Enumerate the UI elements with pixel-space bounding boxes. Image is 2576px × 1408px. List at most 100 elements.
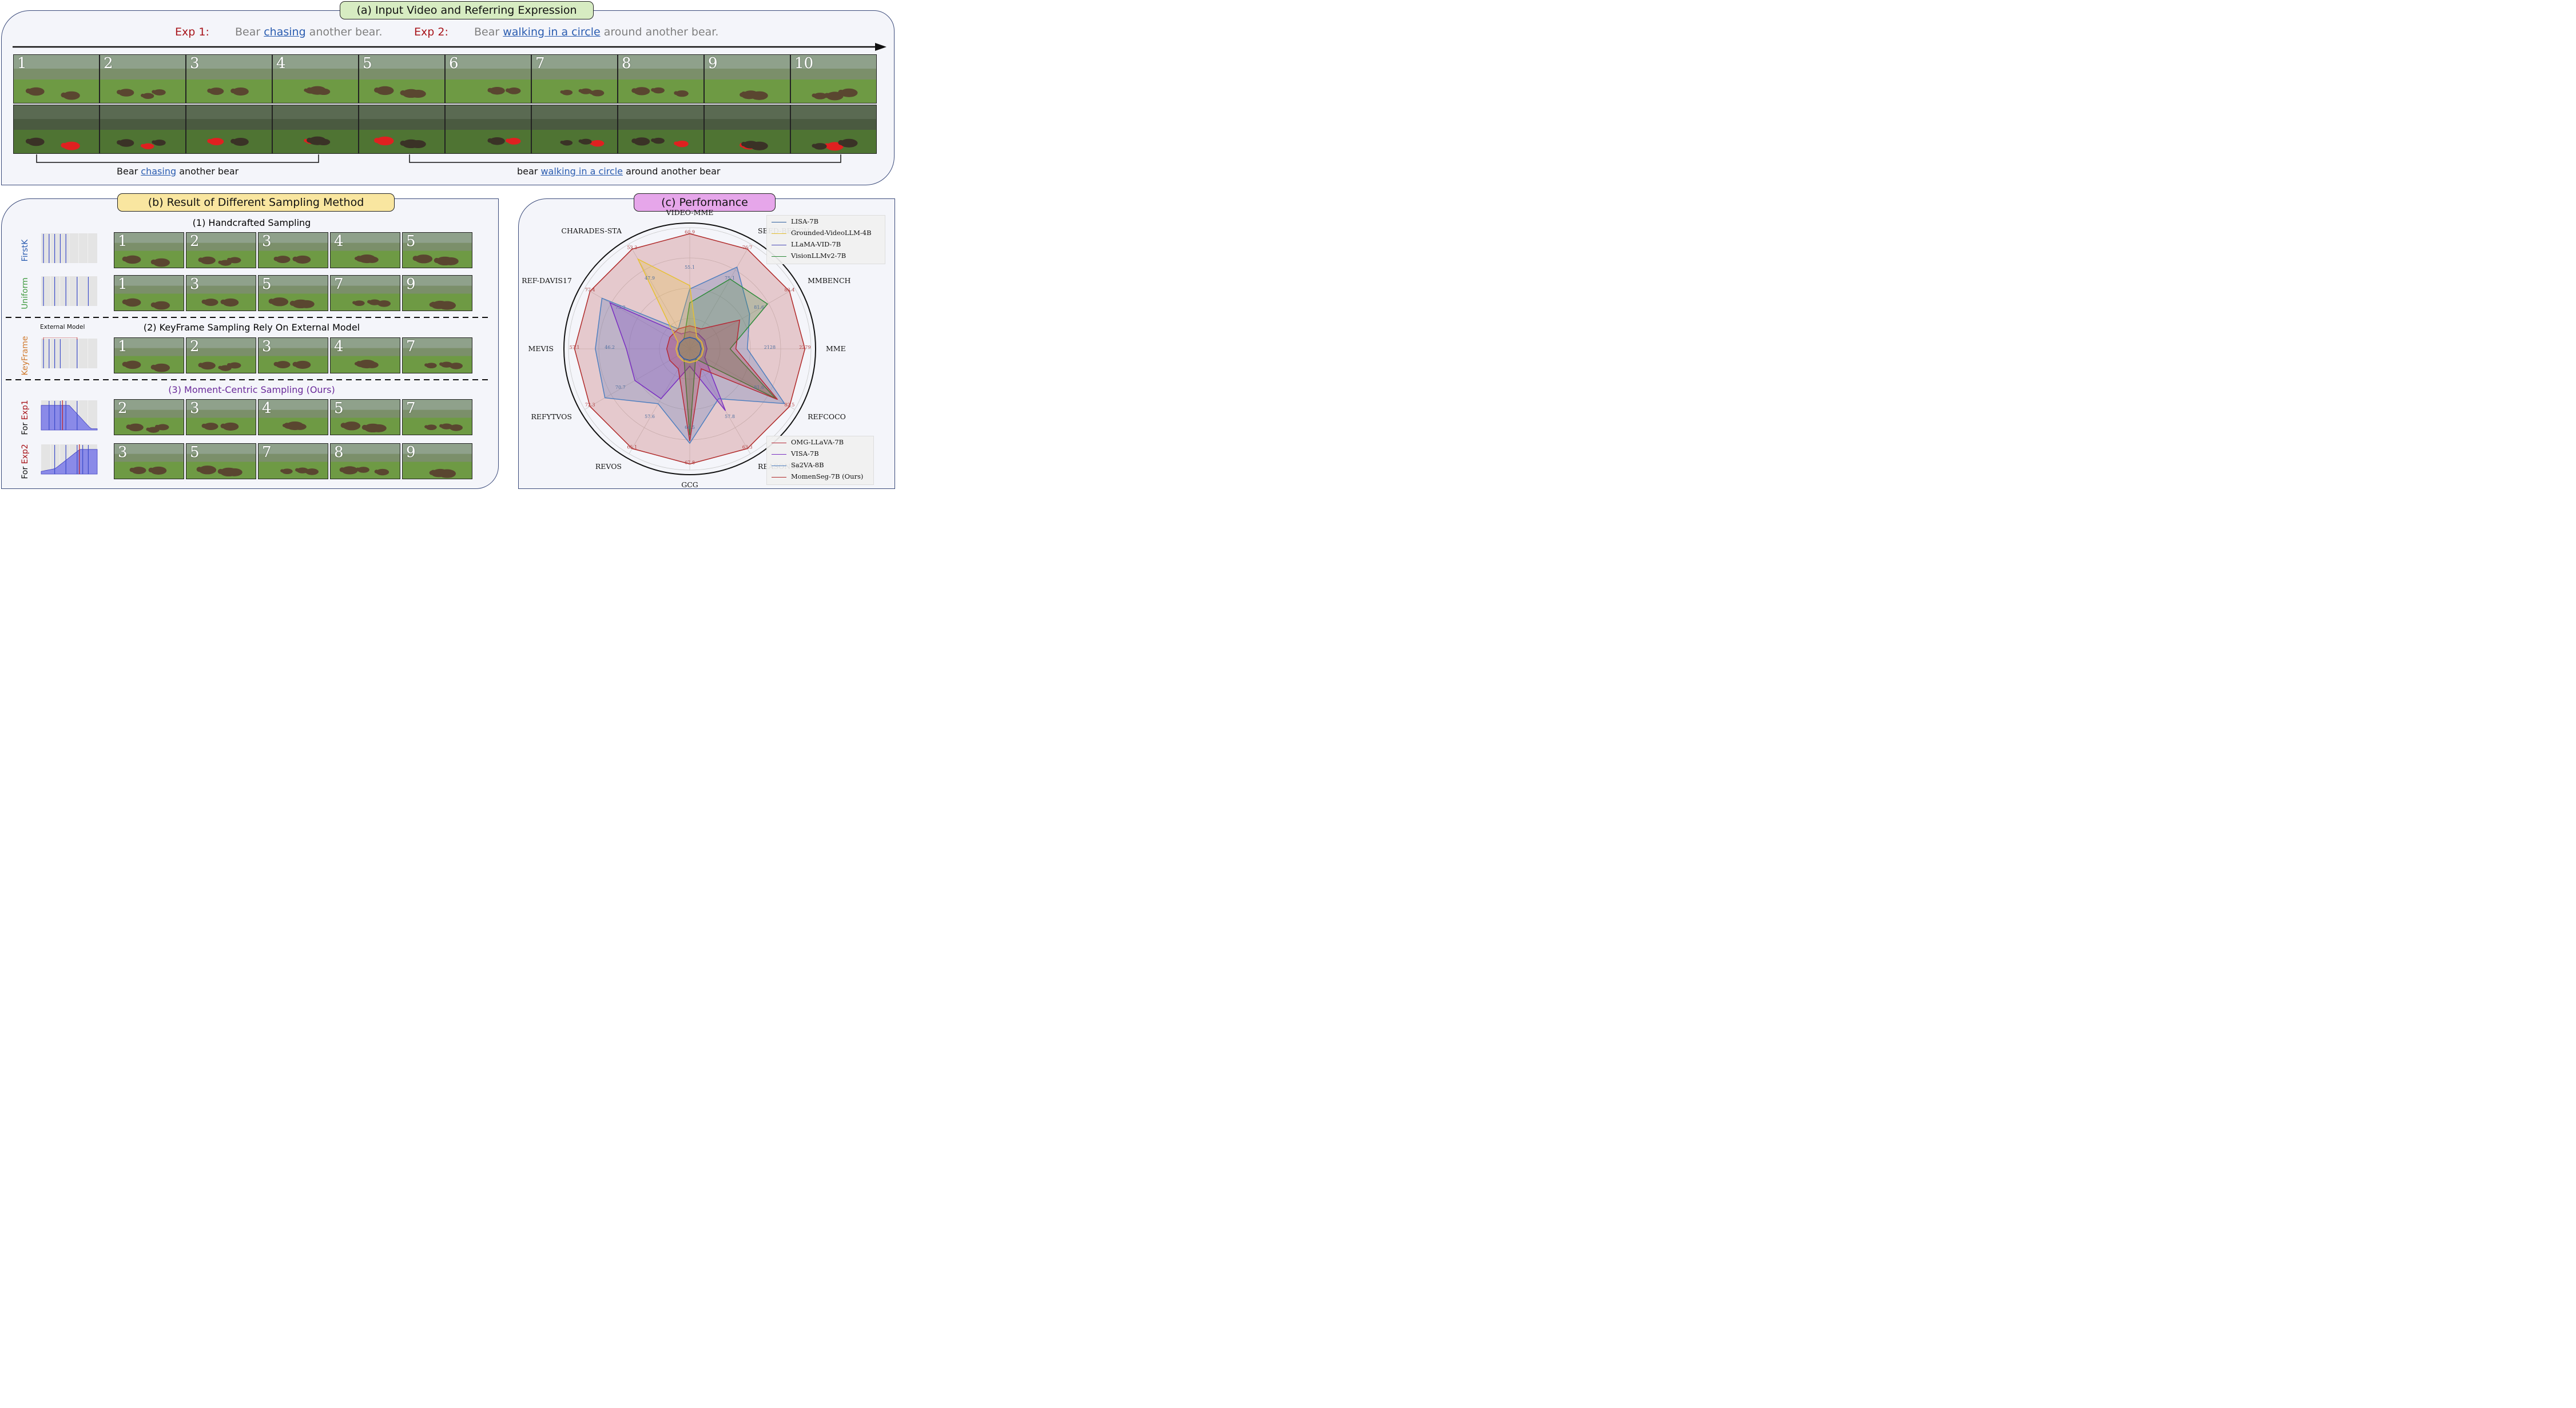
frame-number: 4 bbox=[334, 233, 344, 250]
frame-number: 5 bbox=[406, 233, 416, 250]
axis-label: VIDEO-MME bbox=[666, 208, 714, 217]
sampled-frame: 9 bbox=[402, 443, 472, 479]
row-label: KeyFrame bbox=[21, 336, 30, 376]
sampled-frame: 4 bbox=[330, 232, 400, 268]
radar-series bbox=[678, 337, 702, 361]
tick-label: 60.9 bbox=[685, 230, 695, 235]
section-dividers bbox=[6, 317, 492, 380]
frame-number: 3 bbox=[262, 338, 272, 355]
sampled-frame: 3 bbox=[186, 275, 256, 311]
video-frame: 2 bbox=[100, 54, 186, 104]
sec3-title: (3) Moment-Centric Sampling (Ours) bbox=[168, 384, 335, 395]
tick-label: 53.3 bbox=[627, 245, 637, 250]
legend-bottom: OMG-LLaVA-7B VISA-7B Sa2VA-8B MomenSeg-7… bbox=[766, 436, 874, 485]
legend-item: MomenSeg-7B (Ours) bbox=[772, 472, 863, 480]
mask-frame bbox=[618, 105, 704, 154]
sampled-frame: 2 bbox=[186, 232, 256, 268]
frame-number: 3 bbox=[262, 233, 272, 250]
tick-label: 57.1 bbox=[570, 345, 580, 350]
legend-item: LLaMA-VID-7B bbox=[772, 240, 841, 248]
radar-series bbox=[595, 266, 786, 444]
panel-b-title: (b) Result of Different Sampling Method bbox=[117, 193, 395, 212]
sampling-plot bbox=[41, 444, 98, 475]
frame-number: 5 bbox=[190, 444, 200, 461]
tick-label: 76.7 bbox=[742, 245, 753, 250]
axis-label: REF-DAVIS17 bbox=[522, 276, 572, 285]
radar-chart: 60.9 76.7 83.4 2279 82.5 63.3 67.8 65.1 72.3 57.1… bbox=[522, 208, 850, 489]
frame-number: 1 bbox=[118, 338, 128, 355]
frame-number: 7 bbox=[334, 276, 344, 293]
video-frame: 1 bbox=[13, 54, 100, 104]
sampled-frame: 9 bbox=[402, 275, 472, 311]
axis-label: CHARADES-STA bbox=[561, 226, 622, 235]
video-frame: 5 bbox=[359, 54, 445, 104]
radar-series bbox=[574, 233, 806, 465]
frame-number: 2 bbox=[190, 233, 200, 250]
axis-label: REFYTVOS bbox=[531, 412, 571, 421]
frame-number: 1 bbox=[17, 55, 27, 72]
tick-label: 57.8 bbox=[725, 414, 735, 419]
sampled-frame: 3 bbox=[258, 337, 328, 373]
tick-label: 83.4 bbox=[784, 287, 794, 292]
video-frame: 6 bbox=[445, 54, 531, 104]
sampled-frame: 1 bbox=[114, 275, 184, 311]
video-frame: 4 bbox=[272, 54, 359, 104]
sampled-frame: 8 bbox=[330, 443, 400, 479]
legend-item: VisionLLMv2-7B bbox=[772, 252, 846, 260]
tick-label: 72.3 bbox=[585, 403, 595, 408]
sampled-frame: 5 bbox=[258, 275, 328, 311]
legend-item: OMG-LLaVA-7B bbox=[772, 438, 844, 446]
brace-label-exp1: Bear chasing another bear bbox=[117, 166, 239, 177]
frame-number: 9 bbox=[406, 444, 416, 461]
frame-number: 5 bbox=[334, 400, 344, 417]
brace-label-exp2: bear walking in a circle around another … bbox=[517, 166, 721, 177]
sec1-title: (1) Handcrafted Sampling bbox=[192, 217, 311, 228]
radar-series bbox=[637, 258, 704, 363]
legend-top: LISA-7B Grounded-VideoLLM-4B LLaMA-VID-7… bbox=[766, 215, 885, 264]
tick-label: 77.4 bbox=[585, 287, 595, 292]
tick-label: 73.2 bbox=[615, 305, 626, 310]
frame-number: 4 bbox=[334, 338, 344, 355]
mask-frame bbox=[272, 105, 359, 154]
frame-number: 2 bbox=[104, 55, 113, 72]
sampled-frame: 7 bbox=[402, 337, 472, 373]
video-frame: 8 bbox=[618, 54, 704, 104]
row-label: FirstK bbox=[21, 239, 30, 262]
frame-number: 10 bbox=[794, 55, 814, 72]
tick-label: 81.6 bbox=[754, 305, 764, 310]
tick-label: 70.7 bbox=[615, 385, 626, 390]
mask-frame bbox=[186, 105, 272, 154]
tick-label: 64.5 bbox=[685, 425, 695, 430]
tick-label: 81.6 bbox=[754, 385, 764, 390]
mask-frame bbox=[13, 105, 100, 154]
sampled-frame: 1 bbox=[114, 232, 184, 268]
tick-label: 75.1 bbox=[725, 276, 735, 281]
row-label: Uniform bbox=[21, 277, 30, 309]
axis-label: MME bbox=[826, 344, 846, 353]
sec2-title: (2) KeyFrame Sampling Rely On External M… bbox=[143, 322, 360, 333]
tick-label: 2279 bbox=[799, 345, 810, 350]
sampled-frame: 7 bbox=[330, 275, 400, 311]
frame-number: 2 bbox=[190, 338, 200, 355]
video-frame: 3 bbox=[186, 54, 272, 104]
frame-number: 6 bbox=[449, 55, 459, 72]
sampled-frame: 2 bbox=[114, 399, 184, 435]
legend-item: LISA-7B bbox=[772, 217, 818, 225]
frame-number: 7 bbox=[262, 444, 272, 461]
legend-item: Sa2VA-8B bbox=[772, 461, 824, 469]
timeline-arrow bbox=[13, 43, 887, 51]
tick-label: 46.2 bbox=[605, 345, 615, 350]
sampling-plot bbox=[41, 233, 97, 263]
sampled-frame: 3 bbox=[186, 399, 256, 435]
mask-frame bbox=[100, 105, 186, 154]
sampling-plot bbox=[41, 337, 97, 368]
sampled-frame: 2 bbox=[186, 337, 256, 373]
panel-a-title: (a) Input Video and Referring Expression bbox=[340, 1, 594, 19]
mask-frame bbox=[704, 105, 790, 154]
sampled-frame: 7 bbox=[258, 443, 328, 479]
exp2-text: Bear walking in a circle around another … bbox=[474, 26, 719, 38]
video-frame: 10 bbox=[790, 54, 877, 104]
video-frame: 9 bbox=[704, 54, 790, 104]
sampled-frame: 5 bbox=[402, 232, 472, 268]
legend-item: Grounded-VideoLLM-4B bbox=[772, 229, 872, 237]
